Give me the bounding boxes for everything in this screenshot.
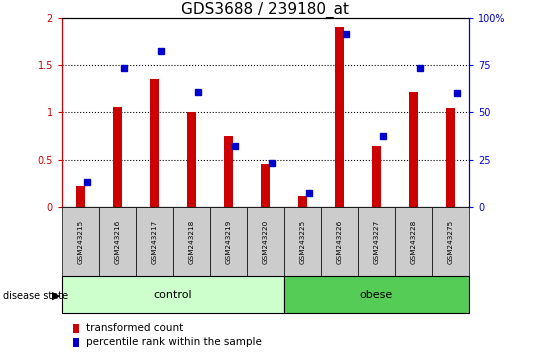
Text: GSM243227: GSM243227 (374, 219, 379, 264)
Bar (372, 145, 381, 207)
Bar (76, 186, 85, 207)
Bar (409, 92, 418, 207)
Bar (187, 113, 196, 207)
Bar (136, 207, 173, 276)
Bar (173, 207, 210, 276)
Bar (321, 207, 358, 276)
Bar (284, 207, 321, 276)
Bar (62, 207, 99, 276)
Bar (247, 207, 284, 276)
Text: GSM243226: GSM243226 (336, 219, 342, 264)
Bar (284, 276, 469, 313)
Bar (150, 79, 159, 207)
Bar (210, 207, 247, 276)
Text: obese: obese (360, 290, 393, 300)
Bar (62, 276, 284, 313)
Bar (99, 207, 136, 276)
Text: GSM243228: GSM243228 (410, 219, 417, 264)
Text: transformed count: transformed count (86, 323, 183, 333)
Text: control: control (154, 290, 192, 300)
Text: disease state: disease state (3, 291, 68, 301)
Bar (335, 27, 344, 207)
Text: GSM243218: GSM243218 (189, 219, 195, 264)
Bar (261, 165, 270, 207)
Bar (446, 108, 455, 207)
Text: ▶: ▶ (52, 291, 61, 301)
Bar (224, 136, 233, 207)
Text: GSM243219: GSM243219 (225, 219, 231, 264)
Text: GSM243275: GSM243275 (447, 219, 453, 264)
Bar (358, 207, 395, 276)
Text: percentile rank within the sample: percentile rank within the sample (86, 337, 261, 348)
Bar (113, 107, 122, 207)
Bar (395, 207, 432, 276)
Text: GSM243217: GSM243217 (151, 219, 157, 264)
Title: GDS3688 / 239180_at: GDS3688 / 239180_at (182, 1, 349, 18)
Text: GSM243220: GSM243220 (262, 219, 268, 264)
Bar (298, 196, 307, 207)
Text: GSM243215: GSM243215 (78, 219, 84, 264)
Text: GSM243225: GSM243225 (300, 219, 306, 264)
Bar (432, 207, 469, 276)
Text: GSM243216: GSM243216 (114, 219, 121, 264)
